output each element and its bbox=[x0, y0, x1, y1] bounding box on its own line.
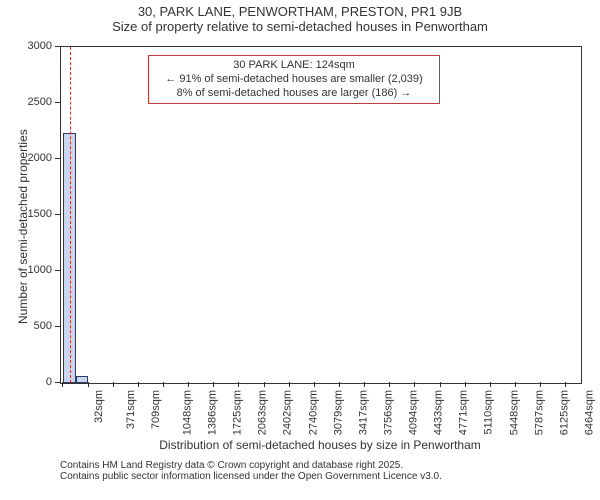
x-tick-mark bbox=[289, 382, 290, 387]
x-tick-mark bbox=[364, 382, 365, 387]
x-tick-mark bbox=[62, 382, 63, 387]
x-tick-label: 3079sqm bbox=[332, 390, 344, 435]
y-tick-mark bbox=[55, 270, 60, 271]
x-tick-label: 4094sqm bbox=[407, 390, 419, 435]
x-tick-label: 5448sqm bbox=[508, 390, 520, 435]
x-tick-label: 1725sqm bbox=[231, 390, 243, 435]
y-tick-mark bbox=[55, 158, 60, 159]
x-tick-label: 1386sqm bbox=[206, 390, 218, 435]
y-tick-label: 0 bbox=[0, 376, 52, 388]
x-tick-mark bbox=[213, 382, 214, 387]
credits-line-2: Contains public sector information licen… bbox=[60, 471, 442, 482]
x-tick-mark bbox=[515, 382, 516, 387]
annotation-line: 30 PARK LANE: 124sqm bbox=[155, 59, 433, 73]
y-tick-mark bbox=[55, 382, 60, 383]
x-tick-mark bbox=[113, 382, 114, 387]
y-tick-mark bbox=[55, 326, 60, 327]
x-tick-label: 709sqm bbox=[150, 390, 162, 429]
x-tick-label: 1048sqm bbox=[181, 390, 193, 435]
reference-line bbox=[70, 47, 71, 383]
x-tick-mark bbox=[188, 382, 189, 387]
x-tick-mark bbox=[565, 382, 566, 387]
x-tick-mark bbox=[238, 382, 239, 387]
x-tick-label: 371sqm bbox=[125, 390, 137, 429]
y-tick-label: 1000 bbox=[0, 264, 52, 276]
annotation-line: ← 91% of semi-detached houses are smalle… bbox=[155, 73, 433, 87]
x-tick-label: 3756sqm bbox=[382, 390, 394, 435]
x-tick-label: 4433sqm bbox=[433, 390, 445, 435]
x-tick-label: 6464sqm bbox=[583, 390, 595, 435]
x-tick-mark bbox=[163, 382, 164, 387]
x-tick-label: 2402sqm bbox=[282, 390, 294, 435]
y-tick-mark bbox=[55, 214, 60, 215]
y-tick-label: 500 bbox=[0, 320, 52, 332]
annotation-line: 8% of semi-detached houses are larger (1… bbox=[155, 87, 433, 101]
x-tick-mark bbox=[540, 382, 541, 387]
x-tick-mark bbox=[465, 382, 466, 387]
x-tick-mark bbox=[138, 382, 139, 387]
x-tick-label: 3417sqm bbox=[357, 390, 369, 435]
credits-line-1: Contains HM Land Registry data © Crown c… bbox=[60, 460, 442, 471]
x-tick-label: 5110sqm bbox=[482, 390, 494, 434]
x-tick-mark bbox=[389, 382, 390, 387]
y-tick-label: 2500 bbox=[0, 96, 52, 108]
chart-plot-area: 30 PARK LANE: 124sqm← 91% of semi-detach… bbox=[60, 46, 582, 384]
x-tick-label: 2063sqm bbox=[257, 390, 269, 435]
x-tick-label: 32sqm bbox=[93, 390, 105, 423]
x-tick-mark bbox=[88, 382, 89, 387]
x-tick-label: 5787sqm bbox=[533, 390, 545, 435]
annotation-box: 30 PARK LANE: 124sqm← 91% of semi-detach… bbox=[148, 55, 440, 104]
x-tick-label: 4771sqm bbox=[458, 390, 470, 435]
x-tick-mark bbox=[314, 382, 315, 387]
y-tick-mark bbox=[55, 102, 60, 103]
page-supertitle: 30, PARK LANE, PENWORTHAM, PRESTON, PR1 … bbox=[0, 4, 600, 19]
chart-credits: Contains HM Land Registry data © Crown c… bbox=[60, 460, 442, 482]
y-tick-label: 2000 bbox=[0, 152, 52, 164]
x-tick-label: 6125sqm bbox=[558, 390, 570, 435]
x-axis-title: Distribution of semi-detached houses by … bbox=[60, 438, 580, 452]
x-tick-mark bbox=[414, 382, 415, 387]
y-tick-label: 3000 bbox=[0, 40, 52, 52]
x-tick-mark bbox=[264, 382, 265, 387]
x-tick-label: 2740sqm bbox=[307, 390, 319, 435]
x-tick-mark bbox=[440, 382, 441, 387]
y-tick-label: 1500 bbox=[0, 208, 52, 220]
x-tick-mark bbox=[339, 382, 340, 387]
y-tick-mark bbox=[55, 46, 60, 47]
page-title: Size of property relative to semi-detach… bbox=[0, 19, 600, 34]
x-tick-mark bbox=[490, 382, 491, 387]
